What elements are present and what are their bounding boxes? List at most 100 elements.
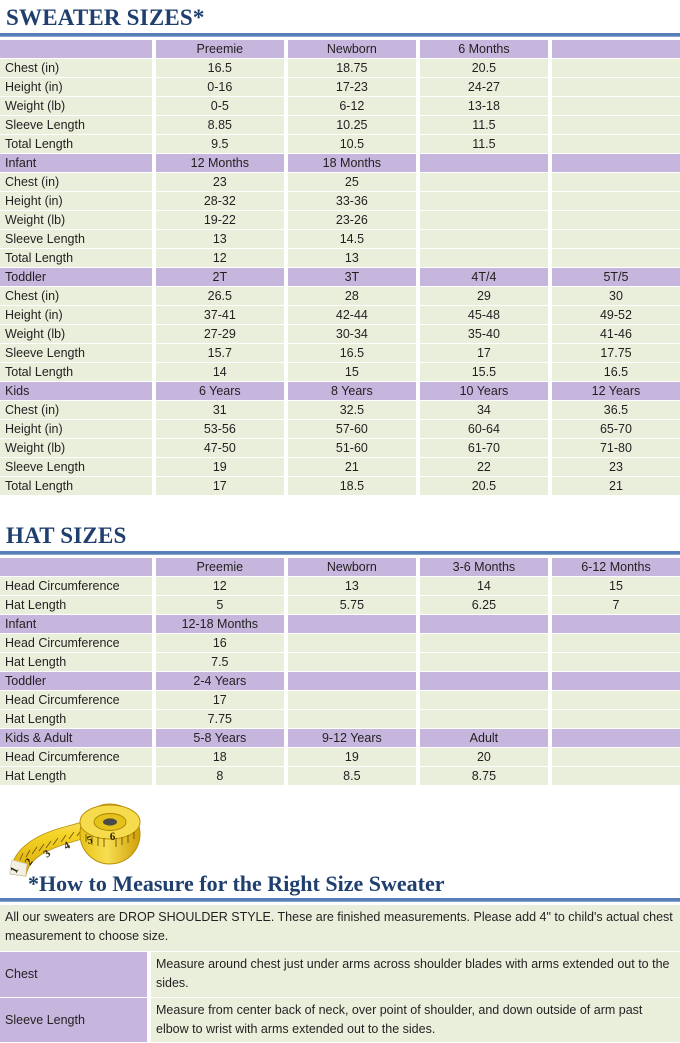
data-cell: 16.5 — [155, 59, 284, 77]
data-cell: 15 — [287, 363, 416, 381]
size-header-cell: Adult — [419, 729, 548, 747]
table-row: Head Circumference 18 19 20 — [0, 748, 680, 766]
row-label: Height (in) — [0, 78, 152, 96]
data-cell: 37-41 — [155, 306, 284, 324]
how-to-measure-heading: *How to Measure for the Right Size Sweat… — [28, 871, 445, 896]
measure-row: Chest Measure around chest just under ar… — [0, 951, 680, 997]
measure-title-rule — [0, 898, 680, 903]
row-label: Weight (lb) — [0, 97, 152, 115]
data-cell: 24-27 — [419, 78, 548, 96]
section-spacer — [0, 496, 680, 518]
data-cell: 13-18 — [419, 97, 548, 115]
size-header-cell: 2T — [155, 268, 284, 286]
data-cell: 12 — [155, 577, 284, 595]
data-cell: 31 — [155, 401, 284, 419]
measure-desc-chest: Measure around chest just under arms acr… — [151, 951, 680, 997]
data-cell: 11.5 — [419, 116, 548, 134]
data-cell: 17 — [419, 344, 548, 362]
row-label: Chest (in) — [0, 287, 152, 305]
data-cell: 0-16 — [155, 78, 284, 96]
data-cell — [551, 249, 680, 267]
data-cell: 32.5 — [287, 401, 416, 419]
table-row: Height (in) 28-32 33-36 — [0, 192, 680, 210]
data-cell — [551, 691, 680, 709]
hat-title-rule — [0, 551, 680, 555]
data-cell: 19-22 — [155, 211, 284, 229]
row-label: Head Circumference — [0, 634, 152, 652]
data-cell — [551, 135, 680, 153]
data-cell: 5.75 — [287, 596, 416, 614]
data-cell: 12 — [155, 249, 284, 267]
data-cell: 17.75 — [551, 344, 680, 362]
group-label-cell: Kids & Adult — [0, 729, 152, 747]
size-header-cell: 5-8 Years — [155, 729, 284, 747]
data-cell: 14.5 — [287, 230, 416, 248]
data-cell: 28-32 — [155, 192, 284, 210]
data-cell: 16.5 — [551, 363, 680, 381]
table-row: Head Circumference 17 — [0, 691, 680, 709]
group-header-row: Toddler 2T 3T 4T/4 5T/5 — [0, 268, 680, 286]
note-row: All our sweaters are DROP SHOULDER STYLE… — [0, 905, 680, 951]
data-cell: 16.5 — [287, 344, 416, 362]
hat-table-body: Preemie Newborn 3-6 Months 6-12 Months H… — [0, 558, 680, 785]
size-header-cell: 2-4 Years — [155, 672, 284, 690]
size-header-cell: 12 Years — [551, 382, 680, 400]
table-row: Hat Length 7.5 — [0, 653, 680, 671]
data-cell: 13 — [287, 249, 416, 267]
size-header-cell — [551, 615, 680, 633]
data-cell: 42-44 — [287, 306, 416, 324]
data-cell — [551, 59, 680, 77]
data-cell: 17-23 — [287, 78, 416, 96]
data-cell: 8 — [155, 767, 284, 785]
size-header-cell — [419, 615, 548, 633]
data-cell: 18.75 — [287, 59, 416, 77]
measurement-note: All our sweaters are DROP SHOULDER STYLE… — [0, 905, 680, 951]
data-cell — [287, 710, 416, 728]
how-to-measure-section: 1 2 3 4 5 6 *How to Measure for the Righ… — [0, 800, 680, 1043]
data-cell: 51-60 — [287, 439, 416, 457]
how-to-measure-table: All our sweaters are DROP SHOULDER STYLE… — [0, 904, 680, 1043]
row-label: Weight (lb) — [0, 325, 152, 343]
data-cell: 19 — [155, 458, 284, 476]
row-label: Sleeve Length — [0, 116, 152, 134]
sweater-sizes-heading: SWEATER SIZES* — [6, 5, 205, 30]
size-header-cell — [419, 154, 548, 172]
data-cell: 47-50 — [155, 439, 284, 457]
data-cell — [551, 78, 680, 96]
row-label: Chest (in) — [0, 401, 152, 419]
row-label: Sleeve Length — [0, 458, 152, 476]
data-cell — [551, 634, 680, 652]
table-row: Hat Length 5 5.75 6.25 7 — [0, 596, 680, 614]
tape-measure-illustration: 1 2 3 4 5 6 — [0, 800, 680, 877]
row-label: Chest (in) — [0, 173, 152, 191]
measure-key-chest: Chest — [0, 951, 147, 997]
table-row: Total Length 17 18.5 20.5 21 — [0, 477, 680, 495]
data-cell: 13 — [155, 230, 284, 248]
group-label-cell: Infant — [0, 615, 152, 633]
size-header-cell: 18 Months — [287, 154, 416, 172]
table-row: Sleeve Length 19 21 22 23 — [0, 458, 680, 476]
data-cell: 33-36 — [287, 192, 416, 210]
row-label: Weight (lb) — [0, 211, 152, 229]
table-row: Total Length 14 15 15.5 16.5 — [0, 363, 680, 381]
data-cell: 65-70 — [551, 420, 680, 438]
data-cell — [551, 653, 680, 671]
data-cell: 41-46 — [551, 325, 680, 343]
data-cell — [551, 97, 680, 115]
size-header-cell — [551, 154, 680, 172]
group-label-cell — [0, 40, 152, 58]
data-cell — [419, 230, 548, 248]
tape-number-4: 4 — [62, 839, 73, 852]
table-row: Head Circumference 12 13 14 15 — [0, 577, 680, 595]
size-header-cell: 3-6 Months — [419, 558, 548, 576]
data-cell: 28 — [287, 287, 416, 305]
data-cell: 5 — [155, 596, 284, 614]
data-cell — [551, 710, 680, 728]
table-row: Weight (lb) 47-50 51-60 61-70 71-80 — [0, 439, 680, 457]
data-cell — [419, 192, 548, 210]
data-cell: 19 — [287, 748, 416, 766]
size-header-cell — [287, 672, 416, 690]
data-cell: 53-56 — [155, 420, 284, 438]
group-header-row: Toddler 2-4 Years — [0, 672, 680, 690]
data-cell — [419, 634, 548, 652]
